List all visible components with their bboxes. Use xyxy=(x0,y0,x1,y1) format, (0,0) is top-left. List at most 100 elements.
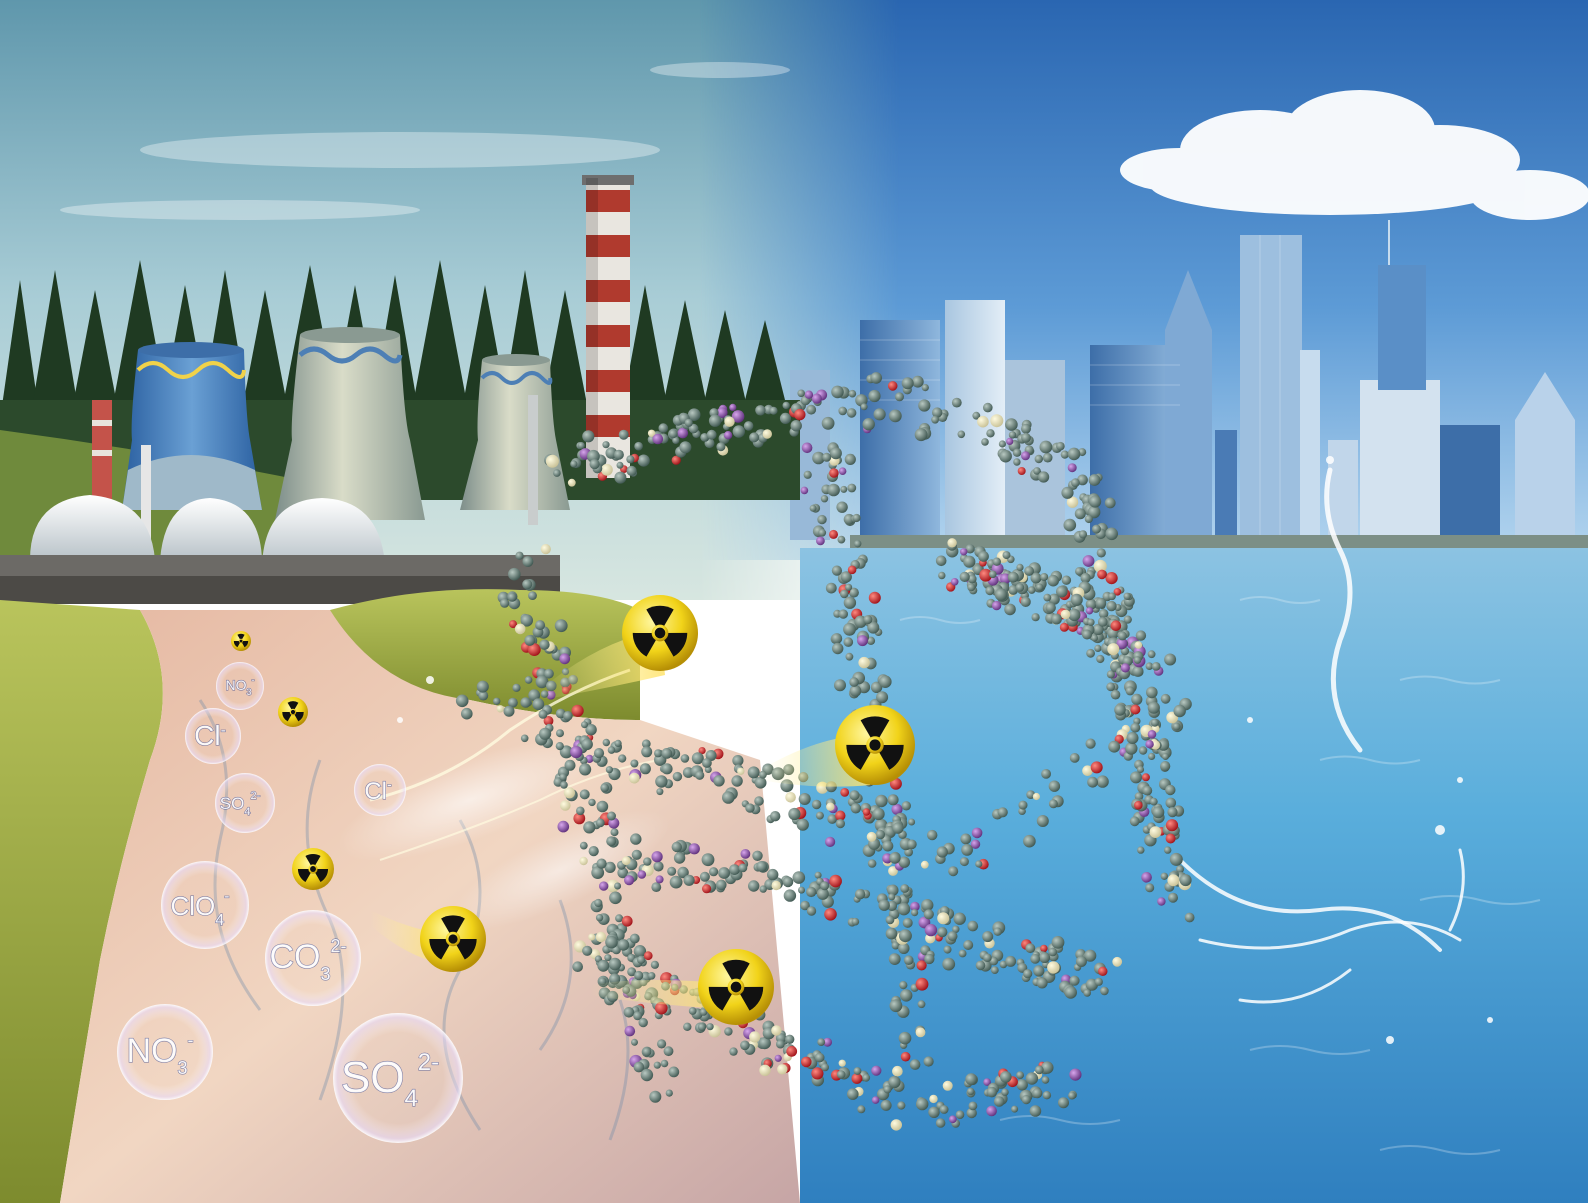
framework-atom xyxy=(716,442,726,452)
sea-ripples xyxy=(899,596,1541,1155)
framework-atom xyxy=(800,486,809,495)
framework-atom xyxy=(899,981,908,990)
framework-atom xyxy=(857,1105,866,1114)
framework-atom xyxy=(937,927,948,938)
framework-atom xyxy=(1015,583,1025,592)
framework-atom xyxy=(815,811,824,820)
framework-atom xyxy=(1113,588,1122,596)
framework-atom xyxy=(1001,1088,1009,1096)
framework-atom xyxy=(1069,753,1080,763)
framework-atom xyxy=(605,935,618,949)
framework-atom xyxy=(610,828,619,837)
framework-atom xyxy=(1092,524,1101,534)
framework-atom xyxy=(637,870,647,879)
framework-atom xyxy=(555,742,564,751)
framework-atom xyxy=(1013,458,1021,466)
framework-atom xyxy=(993,927,1002,936)
framework-atom xyxy=(609,891,622,905)
framework-atom xyxy=(1064,986,1077,999)
framework-atom xyxy=(920,860,929,869)
framework-atom xyxy=(724,1027,733,1036)
framework-atom xyxy=(785,1034,795,1045)
framework-atom xyxy=(873,408,886,421)
radiation-icon xyxy=(698,949,774,1025)
framework-atom xyxy=(909,1059,921,1070)
framework-atom xyxy=(669,875,683,889)
framework-atom xyxy=(688,423,699,434)
framework-atom xyxy=(779,412,792,424)
framework-atom xyxy=(708,414,722,427)
framework-atom xyxy=(862,1073,871,1082)
framework-atom xyxy=(1030,954,1041,964)
framework-atom xyxy=(1025,943,1036,954)
framework-atom xyxy=(762,429,772,439)
framework-atom xyxy=(634,970,644,981)
framework-atom xyxy=(1149,826,1162,838)
framework-atom xyxy=(579,841,588,850)
framework-atom xyxy=(540,544,551,555)
framework-atom xyxy=(624,1025,636,1037)
framework-atom xyxy=(809,504,817,512)
framework-atom xyxy=(617,939,630,951)
framework-atom xyxy=(709,867,719,877)
framework-atom xyxy=(843,637,854,647)
framework-atom xyxy=(943,945,952,954)
framework-atom xyxy=(528,591,537,600)
framework-atom xyxy=(585,724,597,736)
framework-atom xyxy=(878,899,890,911)
framework-atom xyxy=(593,748,605,759)
framework-atom xyxy=(581,721,588,729)
framework-atom xyxy=(698,747,706,755)
framework-atom xyxy=(790,420,802,432)
framework-atom xyxy=(595,931,607,943)
framework-atom xyxy=(602,738,610,747)
framework-atom xyxy=(614,739,622,748)
framework-atom xyxy=(1138,746,1148,755)
framework-atom xyxy=(992,557,1001,566)
framework-atom xyxy=(836,1070,846,1079)
framework-atom xyxy=(563,787,576,799)
framework-atom xyxy=(972,411,981,420)
framework-atom xyxy=(818,528,827,537)
framework-atom xyxy=(767,868,779,881)
framework-atom xyxy=(840,589,849,599)
framework-atom xyxy=(875,829,885,840)
framework-atom xyxy=(825,836,836,848)
framework-atom xyxy=(883,1085,892,1094)
framework-atom xyxy=(806,906,817,916)
framework-atom xyxy=(800,900,810,911)
ion-bubble-so4-small: SO42- xyxy=(215,773,275,833)
framework-atom xyxy=(888,1075,901,1089)
framework-atom xyxy=(871,1065,882,1076)
framework-atom xyxy=(816,887,829,900)
framework-atom xyxy=(1165,797,1177,809)
framework-atom xyxy=(538,709,548,719)
framework-atom xyxy=(951,397,962,408)
framework-atom xyxy=(1033,467,1041,475)
framework-atom xyxy=(1097,569,1107,580)
framework-atom xyxy=(853,1067,862,1075)
framework-atom xyxy=(1068,608,1081,622)
framework-atom xyxy=(903,955,914,965)
framework-atom xyxy=(834,679,846,692)
framework-atom xyxy=(729,1047,738,1056)
framework-atom xyxy=(1108,592,1116,601)
framework-atom xyxy=(630,759,639,768)
framework-atom xyxy=(1006,437,1014,445)
framework-atom xyxy=(838,609,848,619)
framework-atom xyxy=(1086,648,1095,658)
framework-atom xyxy=(614,882,622,890)
ion-bubble-clo4: ClO4- xyxy=(161,861,249,949)
framework-atom xyxy=(455,694,469,708)
framework-atom xyxy=(1130,704,1141,715)
framework-atom xyxy=(1048,799,1058,809)
framework-atom xyxy=(814,871,822,879)
framework-atom xyxy=(847,565,857,575)
framework-atom xyxy=(1146,686,1158,699)
framework-atom xyxy=(614,471,627,484)
framework-atom xyxy=(581,738,593,751)
framework-atom xyxy=(643,951,653,961)
framework-atom xyxy=(1061,575,1072,585)
framework-atom xyxy=(891,941,900,950)
framework-atom xyxy=(849,685,862,697)
